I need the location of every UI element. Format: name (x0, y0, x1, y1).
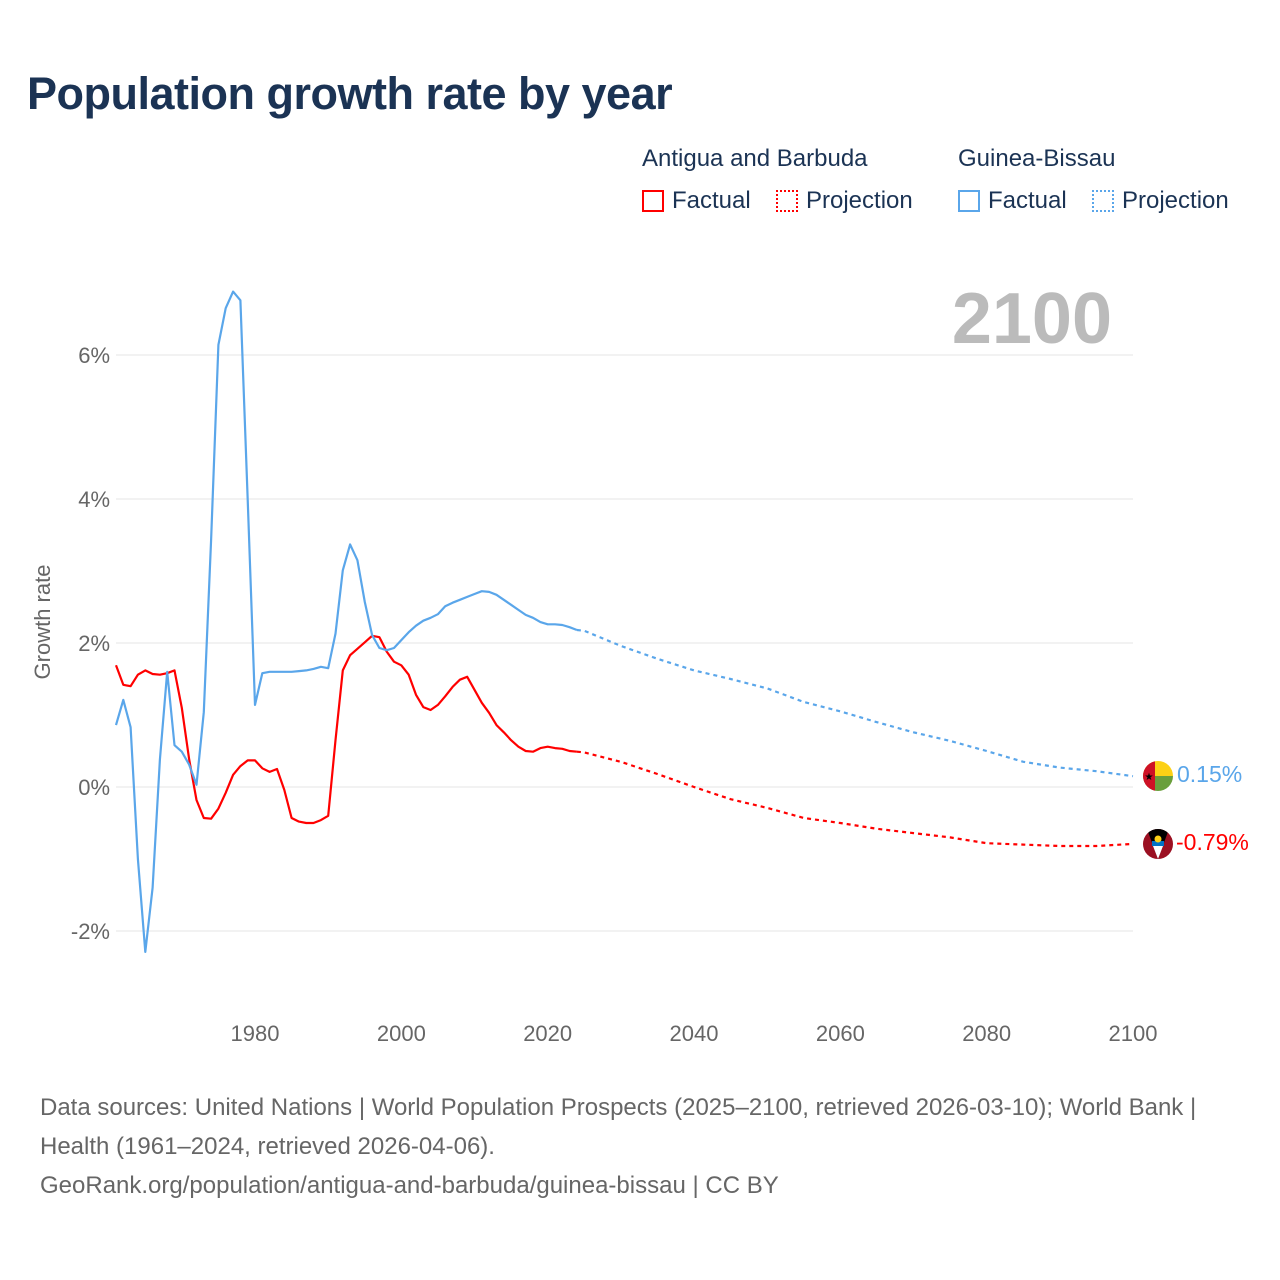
svg-text:★: ★ (1145, 772, 1154, 783)
x-tick-label: 2020 (523, 1021, 572, 1046)
solid-swatch-icon (642, 190, 664, 212)
footer: Data sources: United Nations | World Pop… (40, 1088, 1240, 1205)
legend-group-title: Antigua and Barbuda (642, 145, 868, 172)
legend-guinea-bissau: Guinea-Bissau (958, 145, 1115, 173)
legend-antigua-projection[interactable]: Projection (776, 187, 913, 215)
end-label-guinea-bissau: 0.15% (1177, 761, 1242, 787)
x-tick-label: 2100 (1109, 1021, 1158, 1046)
chart-title: Population growth rate by year (27, 68, 673, 119)
legend-label: Factual (672, 187, 751, 214)
legend-guinea-bissau-factual[interactable]: Factual (958, 187, 1067, 215)
antigua-and-barbuda-projection-line (576, 750, 1134, 848)
legend-label: Factual (988, 187, 1067, 214)
x-tick-label: 2040 (670, 1021, 719, 1046)
y-tick-label: 6% (78, 343, 110, 368)
y-tick-label: 2% (78, 631, 110, 656)
legend-antigua: Antigua and Barbuda (642, 145, 868, 173)
legend-antigua-factual[interactable]: Factual (642, 187, 751, 215)
legend-guinea-bissau-projection[interactable]: Projection (1092, 187, 1229, 215)
legend-label: Projection (806, 187, 913, 214)
dotted-swatch-icon (1092, 190, 1114, 212)
x-tick-label: 1980 (231, 1021, 280, 1046)
attribution-link[interactable]: GeoRank.org/population/antigua-and-barbu… (40, 1172, 779, 1199)
y-tick-label: 0% (78, 775, 110, 800)
solid-swatch-icon (958, 190, 980, 212)
dotted-swatch-icon (776, 190, 798, 212)
y-tick-label: 4% (78, 487, 110, 512)
guinea-bissau-flag-icon: ★ (1143, 761, 1173, 791)
y-tick-label: -2% (71, 919, 110, 944)
antigua-flag-icon (1143, 829, 1173, 859)
legend-group-title: Guinea-Bissau (958, 145, 1116, 172)
x-tick-label: 2080 (962, 1021, 1011, 1046)
guinea-bissau-factual-line (114, 290, 578, 954)
legend-label: Projection (1122, 187, 1229, 214)
x-tick-label: 2000 (377, 1021, 426, 1046)
x-tick-label: 2060 (816, 1021, 865, 1046)
antigua-and-barbuda-factual-line (114, 634, 578, 825)
data-sources: Data sources: United Nations | World Pop… (40, 1094, 1197, 1160)
year-display: 2100 (952, 279, 1112, 359)
line-chart: -2%0%2%4%6%1980 2000 2020 2040 2060 2080 2100 … (30, 279, 1249, 1046)
y-axis-label: Growth rate (30, 565, 55, 680)
guinea-bissau-projection-line (576, 628, 1134, 778)
end-label-antigua: -0.79% (1176, 829, 1249, 855)
